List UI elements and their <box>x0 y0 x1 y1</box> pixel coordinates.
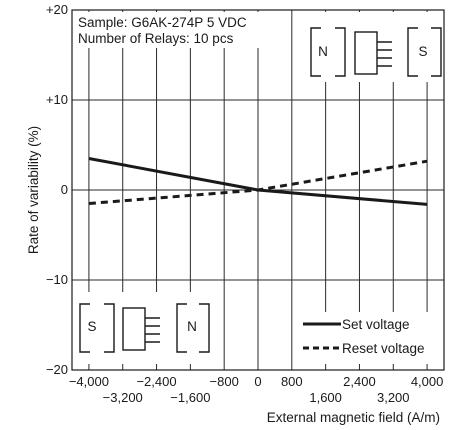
legend: Set voltage Reset voltage <box>298 312 442 364</box>
y-tick-label: +20 <box>46 2 68 17</box>
magnet-n-label-top: N <box>318 44 328 59</box>
sample-annotation: Sample: G6AK-274P 5 VDC <box>78 15 247 30</box>
y-tick-label: 0 <box>61 182 68 197</box>
y-tick-label: +10 <box>46 92 68 107</box>
annotation-box: Sample: G6AK-274P 5 VDC Number of Relays… <box>74 12 282 48</box>
y-axis-label: Rate of variability (%) <box>26 126 41 254</box>
x-tick-label: −4,000 <box>69 374 109 389</box>
series-line-reset-voltage <box>88 159 428 205</box>
x-tick-label: 2,400 <box>343 374 376 389</box>
magnet-s-bracket <box>407 27 418 77</box>
magnet-n-bracket-bottom <box>176 303 187 353</box>
relays-annotation: Number of Relays: 10 pcs <box>78 31 234 46</box>
x-tick-label: 800 <box>281 374 303 389</box>
x-tick-label: −3,200 <box>103 390 143 405</box>
y-tick-labels: +20 +10 0 −10 −20 <box>46 2 68 377</box>
magnet-n-bracket <box>310 27 321 77</box>
x-tick-label: −1,600 <box>170 390 210 405</box>
legend-label-set: Set voltage <box>342 317 410 332</box>
x-tick-label: −800 <box>210 374 239 389</box>
legend-label-reset: Reset voltage <box>342 341 425 356</box>
relay-icon-bottom <box>122 307 146 351</box>
magnet-s-label-top: S <box>418 44 427 59</box>
x-tick-label: 3,200 <box>377 390 410 405</box>
y-tick-label: −10 <box>46 272 68 287</box>
x-tick-label: 0 <box>254 374 261 389</box>
x-tick-label: −2,400 <box>136 374 176 389</box>
series-layer <box>88 157 428 206</box>
x-axis-label: External magnetic field (A/m) <box>267 410 440 425</box>
magnet-s-label-bottom: S <box>87 319 96 334</box>
plot-frame <box>71 9 445 371</box>
x-tick-label: 1,600 <box>309 390 342 405</box>
magnet-diagram-bottom: S N <box>74 292 210 364</box>
magnet-n-label-bottom: N <box>187 319 197 334</box>
magnet-s-bracket-bottom <box>79 303 90 353</box>
x-tick-label: 4,000 <box>411 374 444 389</box>
relay-icon-top <box>354 31 378 75</box>
magnet-diagram-top: N S <box>300 12 442 82</box>
y-tick-label: −20 <box>46 362 68 377</box>
x-tick-labels: −4,000 −2,400 −800 0 800 2,400 4,000 −3,200 −1,6… <box>69 374 444 405</box>
